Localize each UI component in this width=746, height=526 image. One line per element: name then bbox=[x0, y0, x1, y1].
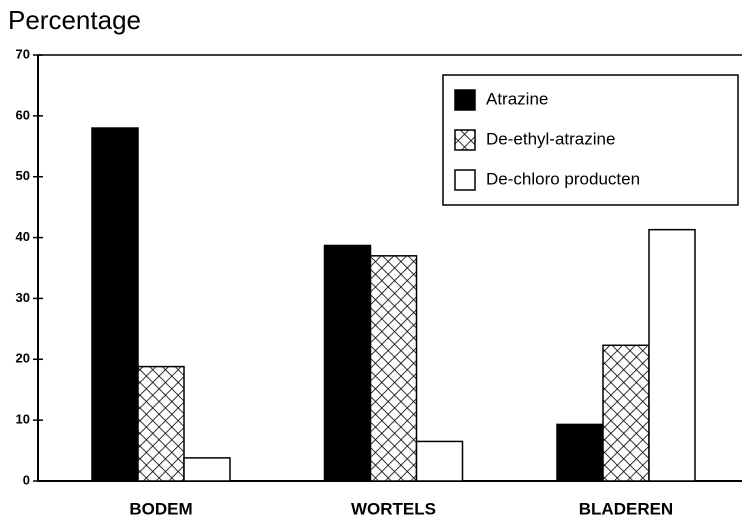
bar bbox=[323, 244, 372, 482]
y-tick-label: 70 bbox=[16, 46, 30, 61]
bar bbox=[183, 457, 231, 482]
x-tick-label: WORTELS bbox=[351, 499, 436, 518]
bar bbox=[91, 127, 139, 482]
bar bbox=[648, 228, 696, 482]
y-tick-label: 20 bbox=[16, 351, 30, 366]
y-tick-label: 30 bbox=[16, 290, 30, 305]
y-tick-label: 50 bbox=[16, 168, 30, 183]
legend-box bbox=[442, 74, 739, 206]
y-tick-label: 60 bbox=[16, 107, 30, 122]
y-tick-label: 40 bbox=[16, 229, 30, 244]
legend-swatch bbox=[454, 129, 476, 151]
legend-label: De-ethyl-atrazine bbox=[486, 129, 615, 148]
bar bbox=[369, 255, 418, 482]
legend-swatch bbox=[454, 89, 476, 111]
x-tick-label: BLADEREN bbox=[579, 499, 673, 518]
y-tick-label: 10 bbox=[16, 412, 30, 427]
x-tick-label: BODEM bbox=[129, 499, 192, 518]
y-tick-label: 0 bbox=[23, 472, 30, 487]
bar bbox=[415, 440, 464, 482]
bar bbox=[602, 344, 650, 482]
legend-label: De-chloro producten bbox=[486, 169, 640, 188]
chart-title: Percentage bbox=[8, 5, 141, 35]
legend-swatch bbox=[454, 169, 476, 191]
bar bbox=[556, 423, 604, 482]
legend-label: Atrazine bbox=[486, 89, 548, 108]
bar bbox=[137, 365, 185, 482]
